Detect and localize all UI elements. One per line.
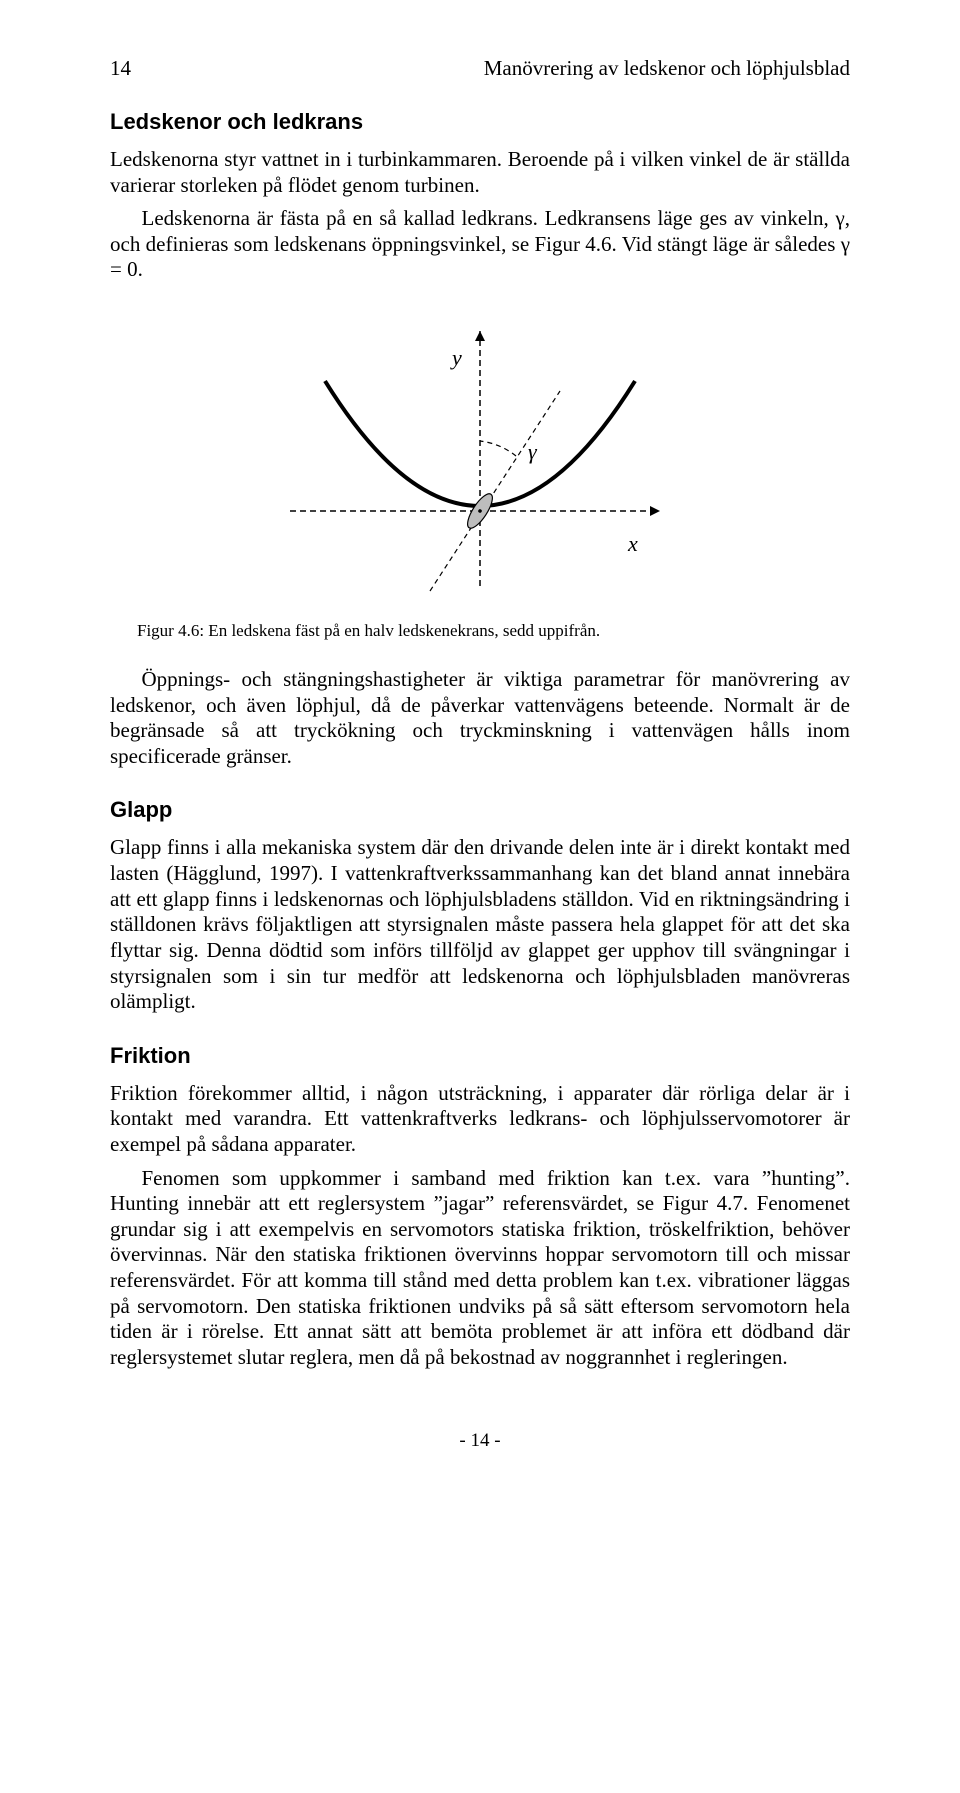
heading-glapp: Glapp: [110, 797, 850, 823]
page-number-top: 14: [110, 56, 131, 81]
friktion-p1: Friktion förekommer alltid, i någon utst…: [110, 1081, 850, 1158]
label-x: x: [627, 531, 638, 556]
page-number-bottom: - 14 -: [110, 1430, 850, 1452]
y-axis-arrowhead: [475, 331, 485, 341]
running-header: 14 Manövrering av ledskenor och löphjuls…: [110, 56, 850, 81]
figure-4-6-caption: Figur 4.6: En ledskena fäst på en halv l…: [137, 621, 877, 641]
glapp-p1: Glapp finns i alla mekaniska system där …: [110, 835, 850, 1014]
vane-direction-line: [430, 391, 560, 591]
heading-ledskenor: Ledskenor och ledkrans: [110, 109, 850, 135]
label-gamma: γ: [528, 439, 538, 464]
ledskenor-p3: Öppnings- och stängningshastigheter är v…: [110, 667, 850, 769]
ledskenor-p2: Ledskenorna är fästa på en så kallad led…: [110, 206, 850, 283]
heading-friktion: Friktion: [110, 1043, 850, 1069]
x-axis-arrowhead: [650, 506, 660, 516]
figure-4-6: y γ x Figur 4.6: En ledskena fäst på en …: [110, 311, 850, 659]
label-y: y: [450, 345, 462, 370]
figure-4-6-svg: y γ x: [280, 311, 680, 611]
ledskenor-p1: Ledskenorna styr vattnet in i turbinkamm…: [110, 147, 850, 198]
gamma-arc: [480, 441, 516, 456]
page: 14 Manövrering av ledskenor och löphjuls…: [0, 0, 960, 1532]
running-title: Manövrering av ledskenor och löphjulsbla…: [484, 56, 850, 81]
friktion-p2: Fenomen som uppkommer i samband med frik…: [110, 1166, 850, 1371]
